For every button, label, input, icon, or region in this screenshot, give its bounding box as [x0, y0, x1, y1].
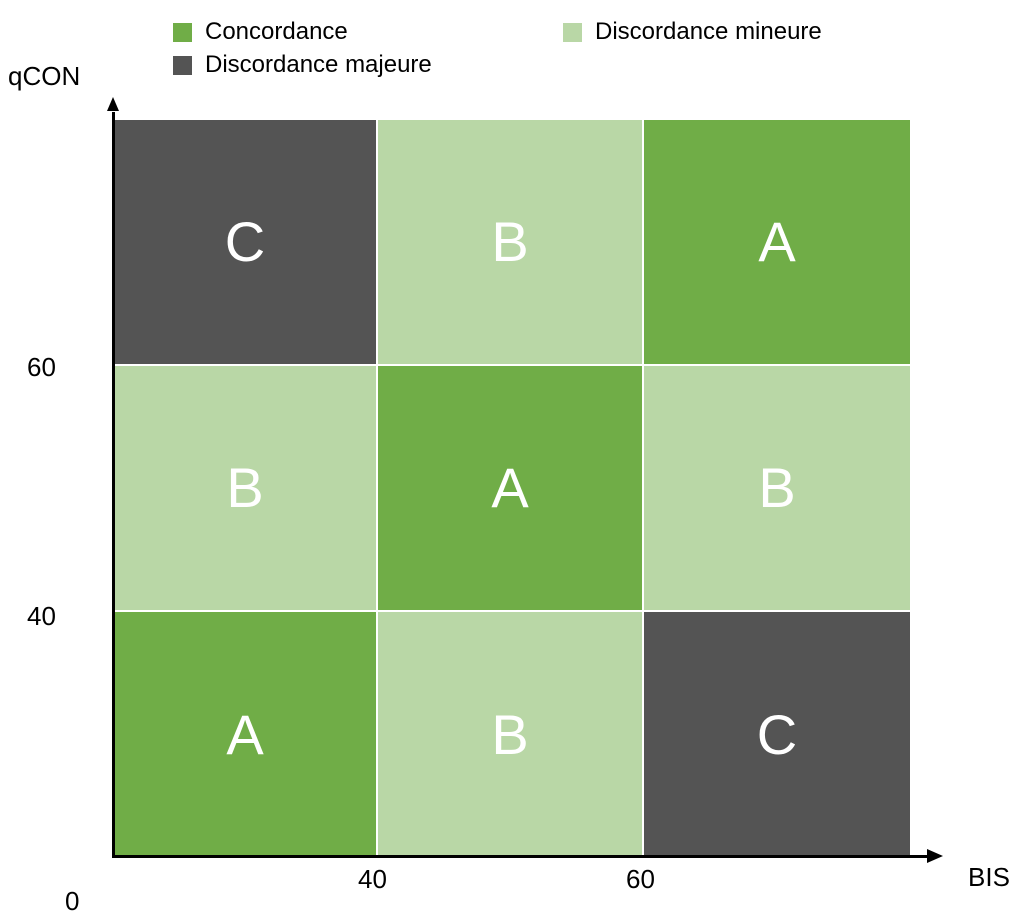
y-axis-arrow-icon: [107, 97, 119, 111]
cell-letter: A: [491, 456, 529, 519]
cell-letter: C: [756, 702, 798, 766]
cell-letter: B: [491, 210, 529, 273]
cell-letter: A: [758, 210, 796, 273]
legend-item-discordance-mineure: Discordance mineure: [562, 20, 822, 44]
grid-cell: C: [114, 120, 376, 364]
legend-label-discordance-majeure: Discordance majeure: [205, 51, 432, 78]
cell-letter: C: [224, 210, 266, 273]
grid-cell: A: [378, 366, 642, 610]
cell-letter: B: [491, 702, 529, 766]
cell-letter: B: [758, 456, 796, 519]
grid-cell: B: [644, 366, 910, 610]
x-axis-arrow-icon: [927, 849, 943, 863]
legend-label-concordance: Concordance: [205, 18, 348, 45]
grid-cell: B: [114, 366, 376, 610]
y-axis-line: [112, 112, 115, 858]
legend-item-concordance: Concordance: [172, 20, 348, 44]
origin-label: 0: [65, 886, 80, 916]
legend-item-discordance-majeure: Discordance majeure: [172, 53, 432, 77]
legend-swatch-discordance-majeure: [172, 54, 193, 76]
x-axis-label: BIS: [968, 862, 1010, 892]
grid-cell: B: [378, 612, 642, 857]
grid-cell: B: [378, 120, 642, 364]
cell-letter: A: [226, 702, 264, 766]
legend-label-discordance-mineure: Discordance mineure: [595, 18, 822, 45]
legend-swatch-concordance: [172, 21, 193, 43]
x-tick-label-60: 60: [626, 864, 655, 894]
x-tick-label-40: 40: [358, 864, 387, 894]
cell-letter: B: [226, 456, 264, 519]
grid-cell: C: [644, 612, 910, 857]
legend-swatch-discordance-mineure: [562, 21, 583, 43]
y-tick-label-40: 40: [27, 601, 56, 631]
grid-cell: A: [644, 120, 910, 364]
x-axis-line: [112, 855, 928, 858]
y-tick-label-60: 60: [27, 352, 56, 382]
grid-cell: A: [114, 612, 376, 857]
y-axis-label: qCON: [8, 61, 81, 91]
